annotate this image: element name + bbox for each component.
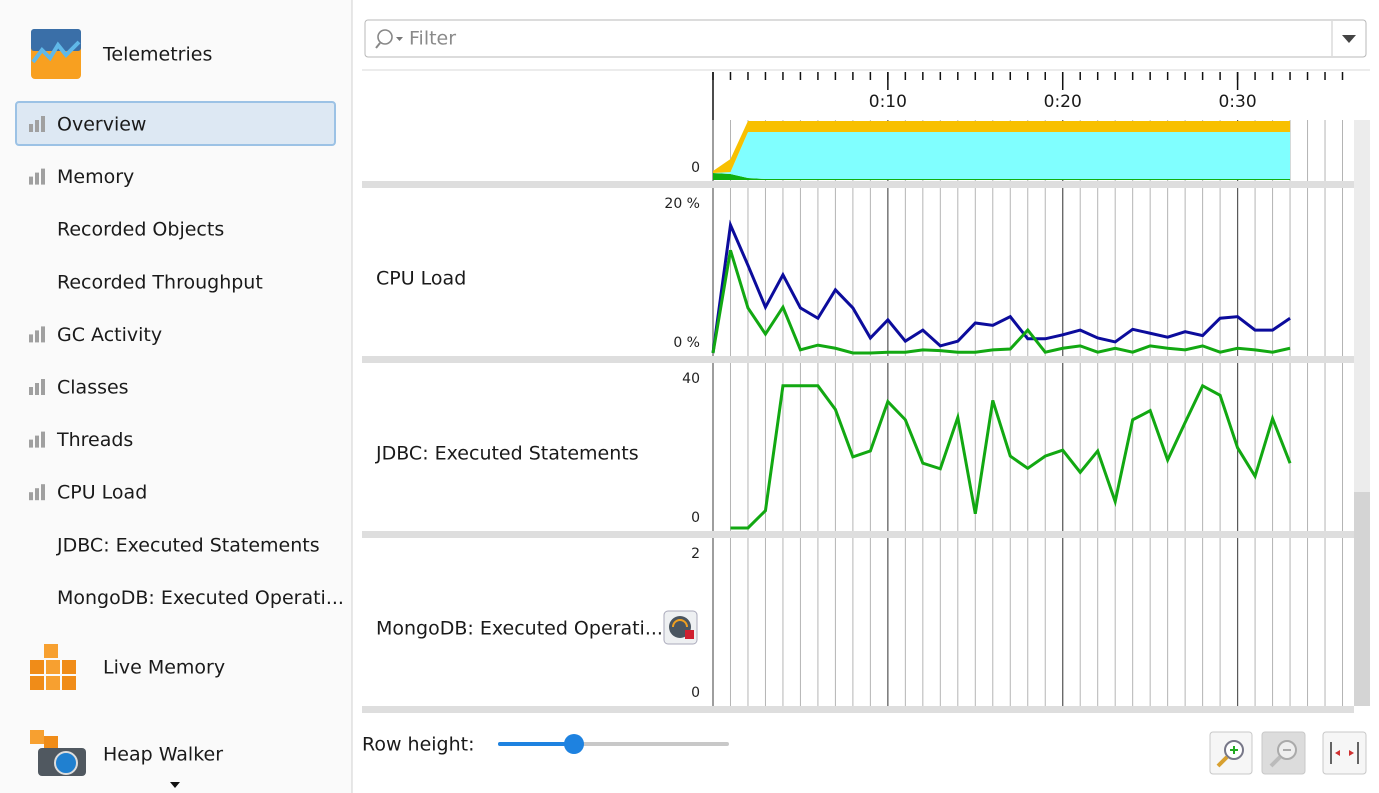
search-icon-handle bbox=[375, 42, 381, 49]
search-icon bbox=[377, 29, 393, 45]
fit-button[interactable] bbox=[1322, 731, 1367, 775]
sidebar-item[interactable]: Overview bbox=[57, 114, 146, 136]
filter-placeholder: Filter bbox=[409, 28, 456, 50]
row-separator bbox=[362, 706, 1354, 713]
sidebar-item[interactable]: CPU Load bbox=[57, 482, 147, 504]
probe-icon[interactable] bbox=[663, 610, 698, 645]
sidebar-item[interactable]: GC Activity bbox=[57, 324, 162, 346]
y-tick-label: 2 bbox=[691, 546, 700, 562]
zoom-in-button[interactable] bbox=[1209, 731, 1253, 775]
row-label: CPU Load bbox=[376, 268, 466, 290]
item-icon bbox=[41, 484, 45, 501]
row-height-label: Row height: bbox=[362, 734, 475, 756]
item-icon bbox=[29, 492, 33, 501]
item-icon bbox=[29, 124, 33, 132]
sidebar-item[interactable]: JDBC: Executed Statements bbox=[56, 534, 320, 556]
item-icon bbox=[35, 172, 39, 185]
y-tick-label: 20 % bbox=[664, 196, 700, 212]
item-icon bbox=[29, 439, 33, 448]
item-icon bbox=[41, 326, 45, 343]
series-line bbox=[730, 383, 1292, 530]
section-telemetries[interactable]: Telemetries bbox=[102, 44, 212, 66]
sidebar-item[interactable]: Classes bbox=[57, 377, 129, 399]
sidebar-item[interactable]: Memory bbox=[57, 166, 134, 188]
y-tick-label: 0 bbox=[691, 160, 700, 176]
item-icon bbox=[35, 435, 39, 448]
row-label: MongoDB: Executed Operati... bbox=[376, 618, 663, 640]
filter-dropdown[interactable] bbox=[1342, 35, 1356, 43]
ruler-label: 0:30 bbox=[1218, 92, 1256, 112]
y-tick-label: 0 bbox=[691, 510, 700, 526]
section-live-memory[interactable]: Live Memory bbox=[103, 657, 225, 679]
stacked-area bbox=[713, 173, 1291, 180]
item-icon bbox=[41, 168, 45, 185]
row-separator bbox=[362, 181, 1354, 188]
y-tick-label: 0 % bbox=[673, 335, 700, 351]
series-line bbox=[711, 219, 1291, 354]
stacked-area bbox=[713, 132, 1291, 179]
item-icon bbox=[41, 379, 45, 395]
slider-knob[interactable] bbox=[564, 734, 584, 754]
item-icon bbox=[41, 116, 45, 132]
item-icon bbox=[35, 120, 39, 132]
scroll-more[interactable] bbox=[170, 782, 180, 788]
sidebar-item[interactable]: Threads bbox=[56, 429, 133, 451]
ruler-label: 0:10 bbox=[869, 92, 907, 112]
filter-box[interactable] bbox=[364, 19, 1367, 58]
live-memory-icon bbox=[30, 644, 76, 690]
item-icon bbox=[29, 387, 33, 395]
series-line bbox=[711, 249, 1291, 355]
row-separator bbox=[362, 531, 1354, 538]
row-separator bbox=[362, 356, 1354, 363]
sidebar-item[interactable]: MongoDB: Executed Operati... bbox=[57, 587, 344, 609]
heap-walker-icon bbox=[30, 730, 86, 776]
telemetries-icon bbox=[31, 29, 81, 79]
search-dropdown[interactable] bbox=[396, 37, 403, 41]
y-tick-label: 0 bbox=[691, 685, 700, 701]
item-icon bbox=[35, 488, 39, 501]
sidebar-item[interactable]: Recorded Objects bbox=[57, 219, 224, 241]
item-icon bbox=[41, 431, 45, 448]
selected-item bbox=[15, 101, 336, 146]
item-icon bbox=[35, 330, 39, 343]
item-icon bbox=[29, 334, 33, 343]
scrollbar-thumb[interactable] bbox=[1354, 492, 1370, 706]
item-icon bbox=[35, 383, 39, 395]
y-tick-label: 40 bbox=[682, 371, 700, 387]
sidebar-item[interactable]: Recorded Throughput bbox=[57, 271, 263, 293]
item-icon bbox=[29, 176, 33, 185]
row-label: JDBC: Executed Statements bbox=[375, 443, 639, 465]
zoom-out-button[interactable] bbox=[1261, 731, 1306, 775]
ruler-label: 0:20 bbox=[1044, 92, 1082, 112]
stacked-area bbox=[713, 121, 1291, 173]
section-heap-walker[interactable]: Heap Walker bbox=[103, 744, 223, 766]
